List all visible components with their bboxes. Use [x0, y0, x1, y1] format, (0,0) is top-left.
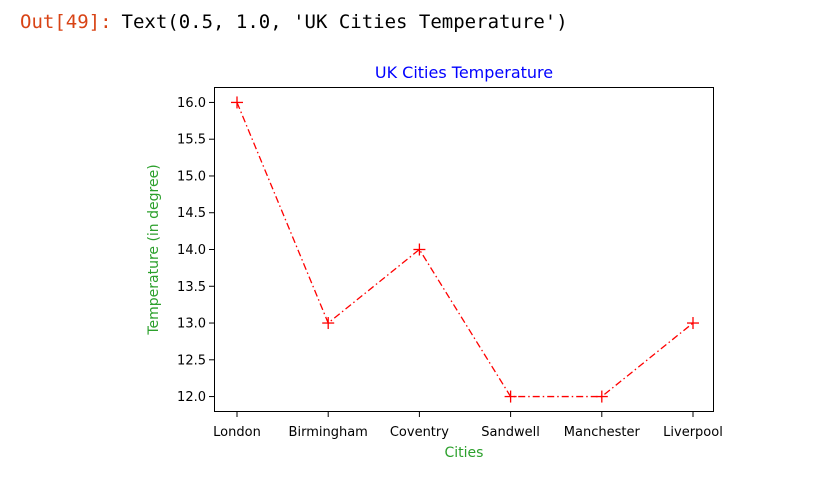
y-tick-label: 12.0 — [177, 390, 206, 405]
output-text: Text(0.5, 1.0, 'UK Cities Temperature') — [121, 11, 568, 33]
x-axis-label: Cities — [445, 445, 484, 461]
y-tick-label: 14.5 — [177, 206, 206, 221]
output-prompt: Out[49]: — [20, 11, 112, 33]
y-tick-label: 16.0 — [177, 96, 206, 111]
series-line — [236, 102, 694, 398]
data-point-marker — [413, 243, 426, 256]
x-tick-label: Manchester — [564, 425, 641, 440]
x-tick-label: London — [213, 425, 261, 440]
y-tick-label: 13.0 — [177, 317, 206, 332]
data-point-marker — [504, 390, 517, 403]
y-axis-ticks: 12.0 12.5 13.0 13.5 14.0 14.5 15.0 15.5 16.0 — [177, 96, 214, 405]
x-tick-label: Liverpool — [663, 425, 723, 440]
data-point-marker — [322, 317, 335, 330]
plot-area-frame — [214, 87, 714, 412]
y-tick-label: 15.5 — [177, 133, 206, 148]
y-tick-label: 14.0 — [177, 243, 206, 258]
x-tick-label: Birmingham — [289, 425, 368, 440]
x-tick-label: Coventry — [390, 425, 449, 440]
data-point-marker — [595, 390, 608, 403]
data-point-marker — [687, 317, 699, 330]
output-line: Out[49]: Text(0.5, 1.0, 'UK Cities Tempe… — [20, 8, 568, 36]
y-tick-label: 15.0 — [177, 169, 206, 184]
data-point-marker — [231, 96, 243, 109]
y-tick-label: 13.5 — [177, 280, 206, 295]
y-tick-label: 12.5 — [177, 353, 206, 368]
x-axis-ticks: London Birmingham Coventry Sandwell Manchest… — [213, 412, 723, 440]
x-tick-label: Sandwell — [481, 425, 540, 440]
data-series — [231, 96, 699, 403]
chart-title: UK Cities Temperature — [375, 63, 553, 82]
y-axis-label: Temperature (in degree) — [146, 164, 162, 335]
